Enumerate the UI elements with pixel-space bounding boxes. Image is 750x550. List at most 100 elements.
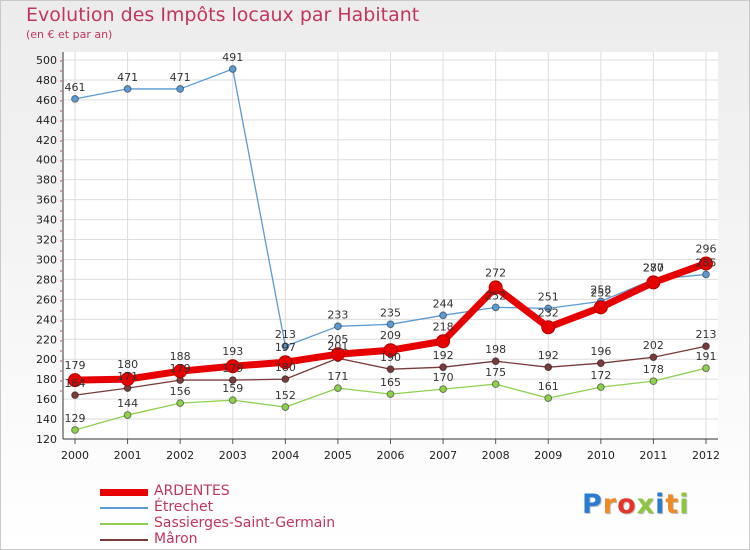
x-tick-label: 2001 bbox=[114, 449, 142, 462]
data-label: 198 bbox=[485, 343, 506, 356]
legend-swatch bbox=[100, 489, 148, 496]
data-label: 201 bbox=[327, 340, 348, 353]
data-label: 252 bbox=[485, 289, 506, 302]
x-tick-label: 2002 bbox=[166, 449, 194, 462]
y-tick-label: 360 bbox=[36, 194, 57, 207]
data-label: 232 bbox=[538, 306, 559, 319]
series-point bbox=[386, 390, 395, 399]
data-label: 180 bbox=[117, 358, 138, 371]
series-point bbox=[646, 275, 661, 290]
data-label: 170 bbox=[433, 371, 454, 384]
data-label: 251 bbox=[538, 290, 559, 303]
legend-swatch bbox=[100, 539, 148, 541]
series-point bbox=[491, 303, 500, 312]
data-label: 252 bbox=[590, 286, 611, 299]
series-point bbox=[120, 372, 135, 387]
data-label: 178 bbox=[643, 363, 664, 376]
series-point bbox=[491, 357, 500, 366]
series-point bbox=[281, 375, 290, 384]
chart-subtitle: (en € et par an) bbox=[26, 28, 113, 41]
series-point bbox=[699, 256, 713, 271]
series-point bbox=[71, 94, 79, 103]
line-chart: 120 140 160 180 200 220 240 260 280 300 320 340 360 3… bbox=[36, 51, 720, 462]
series-point bbox=[649, 353, 658, 362]
data-label: 233 bbox=[327, 308, 348, 321]
series-point bbox=[281, 403, 290, 411]
series-point bbox=[593, 300, 608, 315]
series-point bbox=[596, 383, 605, 392]
y-tick-label: 340 bbox=[36, 214, 57, 227]
data-label: 192 bbox=[433, 349, 454, 362]
y-tick-label: 200 bbox=[36, 353, 57, 366]
data-label: 152 bbox=[275, 389, 296, 402]
data-label: 179 bbox=[170, 362, 191, 375]
series-point bbox=[228, 396, 237, 405]
series-point bbox=[439, 363, 447, 372]
data-label: 205 bbox=[327, 333, 348, 346]
series-point bbox=[68, 373, 82, 388]
series-point bbox=[386, 365, 395, 374]
y-tick-label: 380 bbox=[36, 174, 57, 187]
data-label: 129 bbox=[65, 412, 86, 425]
x-tick-label: 2009 bbox=[534, 449, 562, 462]
data-label: 180 bbox=[275, 361, 296, 374]
y-tick-label: 140 bbox=[36, 413, 57, 426]
legend-label: Étrechet bbox=[154, 499, 214, 515]
series-point bbox=[173, 364, 188, 379]
x-tick-label: 2008 bbox=[482, 449, 510, 462]
series-point bbox=[71, 426, 79, 434]
y-tick-label: 400 bbox=[36, 154, 57, 167]
x-tick-label: 2004 bbox=[271, 449, 299, 462]
y-tick-label: 500 bbox=[36, 54, 57, 67]
data-label: 272 bbox=[485, 266, 506, 279]
data-label: 213 bbox=[696, 328, 717, 341]
y-tick-label: 480 bbox=[36, 74, 57, 87]
y-tick-label: 120 bbox=[36, 433, 57, 446]
series-point bbox=[334, 384, 342, 393]
y-tick-label: 420 bbox=[36, 134, 57, 147]
series-point bbox=[702, 364, 710, 373]
y-tick-label: 300 bbox=[36, 253, 57, 266]
x-tick-label: 2010 bbox=[587, 449, 615, 462]
chart-title: Evolution des Impôts locaux par Habitant bbox=[26, 4, 420, 26]
series-point bbox=[596, 359, 605, 368]
data-label: 218 bbox=[433, 320, 454, 333]
data-label: 280 bbox=[643, 261, 664, 274]
series-point bbox=[491, 380, 500, 389]
data-label: 213 bbox=[275, 328, 296, 341]
data-label: 171 bbox=[327, 370, 348, 383]
data-label: 190 bbox=[380, 351, 401, 364]
series-point bbox=[228, 65, 237, 73]
x-tick-label: 2005 bbox=[324, 449, 352, 462]
data-label: 461 bbox=[65, 81, 86, 94]
series-point bbox=[278, 355, 293, 370]
y-tick-label: 460 bbox=[36, 94, 57, 107]
data-label: 188 bbox=[170, 350, 191, 363]
data-label: 209 bbox=[380, 329, 401, 342]
series-point bbox=[228, 376, 237, 385]
data-label: 164 bbox=[65, 377, 86, 390]
series-point bbox=[123, 85, 132, 93]
series-point bbox=[702, 270, 710, 279]
data-label: 172 bbox=[590, 369, 611, 382]
legend-label: Sassierges-Saint-Germain bbox=[154, 515, 336, 531]
data-label: 165 bbox=[380, 376, 401, 389]
series-point bbox=[330, 347, 345, 362]
x-tick-label: 2012 bbox=[692, 449, 720, 462]
data-label: 471 bbox=[117, 71, 138, 84]
data-label: 296 bbox=[696, 242, 717, 255]
series-point bbox=[436, 334, 451, 349]
data-label: 175 bbox=[485, 366, 506, 379]
y-tick-label: 260 bbox=[36, 293, 57, 306]
data-label: 159 bbox=[222, 382, 243, 395]
series-point bbox=[176, 399, 185, 407]
data-label: 235 bbox=[380, 306, 401, 319]
y-tick-label: 180 bbox=[36, 373, 57, 386]
data-label: 179 bbox=[65, 359, 86, 372]
data-label: 244 bbox=[433, 297, 454, 310]
series-point bbox=[649, 377, 658, 386]
legend-label: Mâron bbox=[154, 531, 198, 547]
y-tick-label: 160 bbox=[36, 393, 57, 406]
series-point bbox=[541, 320, 556, 335]
data-label: 471 bbox=[170, 71, 191, 84]
